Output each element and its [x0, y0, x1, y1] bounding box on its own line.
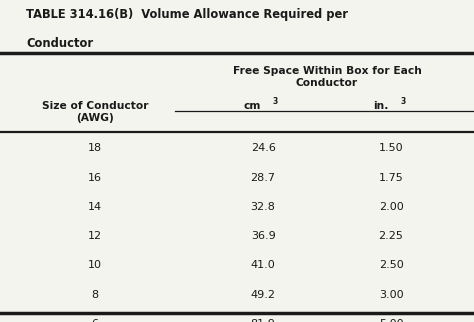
- Text: 16: 16: [88, 173, 102, 183]
- Text: 14: 14: [88, 202, 102, 212]
- Text: in.: in.: [374, 101, 389, 111]
- Text: 8: 8: [91, 290, 99, 300]
- Text: 10: 10: [88, 260, 102, 270]
- Text: 36.9: 36.9: [251, 231, 275, 241]
- Text: Conductor: Conductor: [26, 37, 93, 50]
- Text: 2.25: 2.25: [379, 231, 403, 241]
- Text: 3: 3: [400, 97, 405, 106]
- Text: 6: 6: [91, 319, 98, 322]
- Text: cm: cm: [243, 101, 261, 111]
- Text: 2.00: 2.00: [379, 202, 403, 212]
- Text: 5.00: 5.00: [379, 319, 403, 322]
- Text: 41.0: 41.0: [251, 260, 275, 270]
- Text: TABLE 314.16(B)  Volume Allowance Required per: TABLE 314.16(B) Volume Allowance Require…: [26, 8, 348, 21]
- Text: 24.6: 24.6: [251, 143, 275, 153]
- Text: Free Space Within Box for Each
Conductor: Free Space Within Box for Each Conductor: [233, 66, 421, 88]
- Text: 81.9: 81.9: [251, 319, 275, 322]
- Text: Size of Conductor
(AWG): Size of Conductor (AWG): [42, 101, 148, 123]
- Text: 3: 3: [272, 97, 277, 106]
- Text: 49.2: 49.2: [251, 290, 275, 300]
- Text: 28.7: 28.7: [251, 173, 275, 183]
- Text: 18: 18: [88, 143, 102, 153]
- Text: 1.75: 1.75: [379, 173, 403, 183]
- Text: 3.00: 3.00: [379, 290, 403, 300]
- Text: 12: 12: [88, 231, 102, 241]
- Text: 1.50: 1.50: [379, 143, 403, 153]
- Text: 32.8: 32.8: [251, 202, 275, 212]
- Text: 2.50: 2.50: [379, 260, 403, 270]
